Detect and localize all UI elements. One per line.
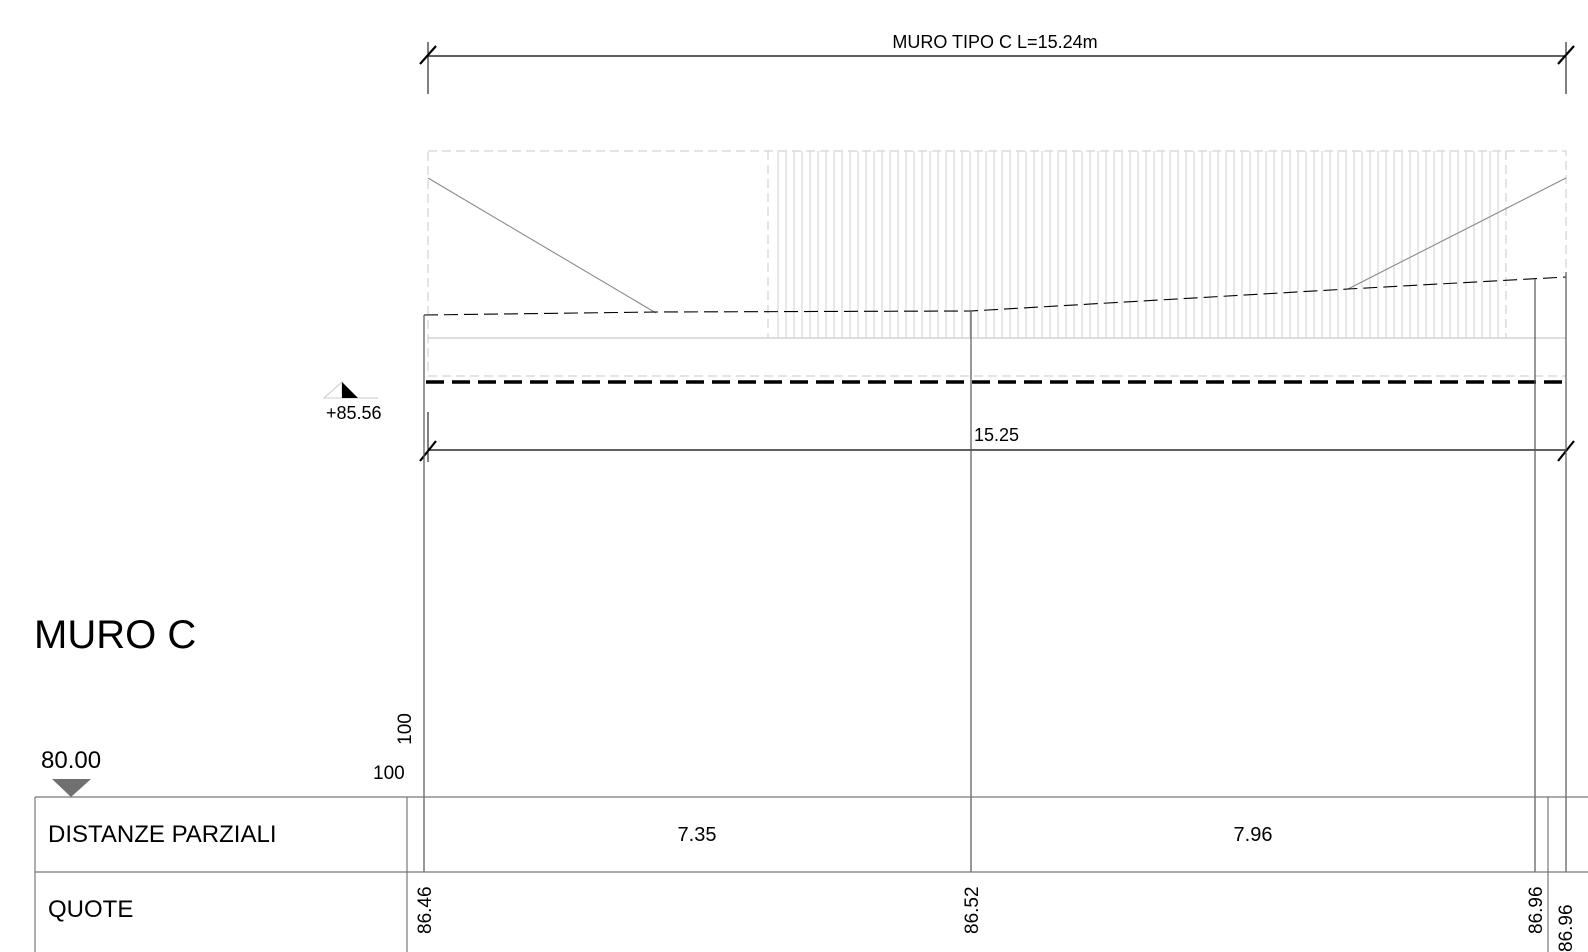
span-dimension: 15.25 xyxy=(419,412,1575,462)
partial-distance: 7.35 xyxy=(678,824,717,846)
wall-outline xyxy=(427,150,1567,377)
dimension-tick xyxy=(419,440,437,462)
vertical-scale-label: 100 xyxy=(395,713,416,745)
station-lines xyxy=(423,272,1567,872)
ground-profile xyxy=(423,276,1567,316)
dimension-tick xyxy=(1557,45,1575,65)
profile-table xyxy=(34,796,1588,952)
datum-triangle xyxy=(52,779,91,797)
row-label-quote: QUOTE xyxy=(48,896,133,923)
horizontal-scale-label: 100 xyxy=(373,763,405,784)
wall-hatch xyxy=(777,151,1499,338)
overall-dimension: MURO TIPO C L=15.24m xyxy=(419,32,1575,94)
slope-lines xyxy=(427,177,1567,314)
drawing-title: MURO C xyxy=(34,613,196,657)
level-marker: +85.56 xyxy=(322,380,382,423)
level-marker-label: +85.56 xyxy=(326,403,382,423)
overall-dimension-label: MURO TIPO C L=15.24m xyxy=(892,32,1097,52)
elevation-value: 86.96 xyxy=(1526,886,1547,934)
row-label-distanze: DISTANZE PARZIALI xyxy=(48,821,276,848)
span-dimension-label: 15.25 xyxy=(974,425,1019,445)
partial-distance: 7.96 xyxy=(1234,824,1273,846)
elevation-value: 86.96 xyxy=(1556,904,1577,952)
dimension-tick xyxy=(419,45,437,65)
datum-label: 80.00 xyxy=(41,747,101,774)
elevation-value: 86.52 xyxy=(962,886,983,934)
elevation-value: 86.46 xyxy=(415,886,436,934)
